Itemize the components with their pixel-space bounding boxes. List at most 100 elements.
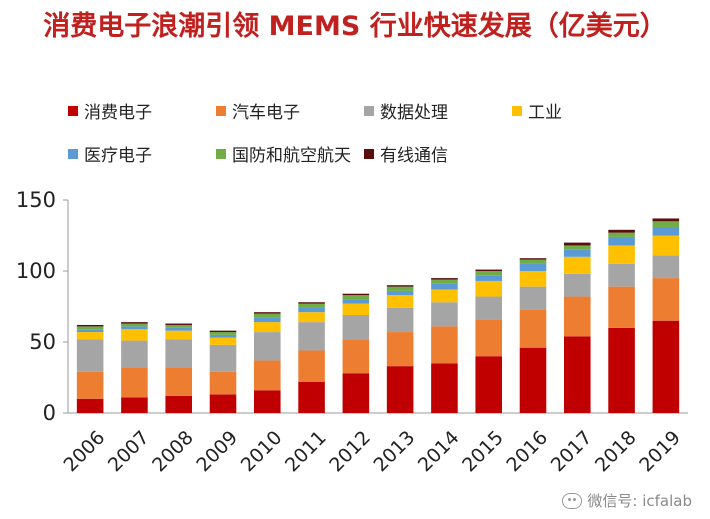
bar-segment [608, 229, 635, 233]
legend-label-automotive: 汽车电子 [232, 103, 300, 123]
legend-swatch-consumer [68, 105, 78, 116]
bar-segment [342, 315, 370, 340]
bar-segment [519, 258, 547, 260]
bar-segment [564, 242, 591, 246]
bar-segment [608, 327, 635, 413]
bar-segment [76, 329, 104, 333]
bar-segment [386, 285, 414, 287]
bar-segment [209, 371, 237, 395]
bar-segment [386, 290, 414, 296]
bar-segment [652, 255, 680, 279]
bar-segment [342, 373, 370, 413]
legend-item-automotive: 汽车电子 [216, 98, 300, 123]
legend-swatch-industrial [512, 105, 522, 116]
bar-segment [298, 381, 325, 413]
bar-segment [475, 296, 502, 320]
bar-segment [76, 398, 104, 413]
bar-segment [209, 332, 237, 335]
bar-segment [652, 221, 680, 227]
bar-segment [76, 339, 104, 372]
bar-segment [254, 312, 281, 314]
x-tick-label: 2014 [414, 427, 464, 477]
bar-segment [475, 280, 502, 297]
bar-segment [254, 313, 281, 318]
bar-segment [564, 273, 591, 297]
legend-item-consumer: 消费电子 [68, 98, 152, 123]
bar-segment [254, 332, 281, 361]
bar-segment [608, 236, 635, 246]
bar-segment [121, 326, 148, 330]
legend-item-defense-aerospace: 国防和航空航天 [216, 141, 351, 166]
x-tick-label: 2018 [591, 427, 641, 477]
bar-segment [209, 330, 237, 333]
bar-segment [386, 366, 414, 413]
bar-segment [121, 323, 148, 327]
y-tick-label: 100 [16, 259, 56, 283]
bar-segment [519, 271, 547, 287]
legend-label-data-processing: 数据处理 [380, 103, 448, 123]
legend-label-defense-aerospace: 国防和航空航天 [232, 146, 351, 166]
y-tick-label: 50 [29, 330, 56, 354]
bar-segment [342, 299, 370, 304]
x-tick-label: 2007 [104, 427, 154, 477]
bar-segment [608, 232, 635, 237]
bar-segment [209, 334, 237, 338]
bar-segment [431, 289, 458, 303]
wechat-icon [562, 492, 583, 509]
legend-swatch-data-processing [364, 105, 374, 116]
legend-label-medical: 医疗电子 [84, 146, 152, 166]
bar-segment [165, 327, 192, 331]
bar-segment [254, 360, 281, 391]
legend-label-industrial: 工业 [528, 103, 562, 123]
legend-item-medical: 医疗电子 [68, 141, 152, 166]
legend-item-data-processing: 数据处理 [364, 98, 448, 123]
bar-segment [431, 363, 458, 413]
bar-segment [386, 295, 414, 308]
bar-segment [431, 279, 458, 284]
bar-segment [342, 303, 370, 316]
bar-segment [475, 319, 502, 357]
bar-segment [76, 332, 104, 340]
legend-label-consumer: 消费电子 [84, 103, 152, 123]
y-tick-label: 150 [16, 188, 56, 212]
bar-segment [564, 245, 591, 250]
bar-segment [652, 226, 680, 236]
bar-segment [76, 326, 104, 330]
bar-segment [519, 309, 547, 348]
bar-segment [209, 394, 237, 413]
bar-segment [298, 350, 325, 382]
bar-segment [254, 390, 281, 413]
x-tick-label: 2010 [237, 427, 287, 477]
bar-segment [386, 332, 414, 367]
x-tick-label: 2015 [458, 427, 508, 477]
bar-segment [475, 275, 502, 281]
bar-segment [165, 395, 192, 413]
legend-item-industrial: 工业 [512, 98, 562, 123]
bar-segment [652, 278, 680, 321]
bar-segment [165, 330, 192, 340]
bar-segment [431, 326, 458, 364]
bar-segment [564, 296, 591, 337]
bar-segment [342, 339, 370, 374]
bar-segment [342, 293, 370, 296]
bar-segment [608, 286, 635, 328]
bar-segment [519, 259, 547, 264]
bar-segment [121, 329, 148, 341]
bar-segment [121, 397, 148, 413]
bar-segment [165, 324, 192, 328]
bar-segment [121, 367, 148, 398]
chart-title: 消费电子浪潮引领 MEMS 行业快速发展（亿美元） [43, 11, 667, 42]
bar-segment [165, 367, 192, 396]
bar-segment [165, 339, 192, 368]
bar-segment [475, 271, 502, 276]
bar-segment [431, 283, 458, 290]
bar-segment [652, 218, 680, 222]
bar-segment [652, 320, 680, 413]
bar-segment [608, 245, 635, 264]
x-tick-label: 2011 [281, 427, 331, 477]
bar-segment [564, 249, 591, 257]
bar-segment [121, 322, 148, 324]
legend-swatch-wired-comm [364, 148, 374, 159]
x-tick-label: 2016 [502, 427, 552, 477]
